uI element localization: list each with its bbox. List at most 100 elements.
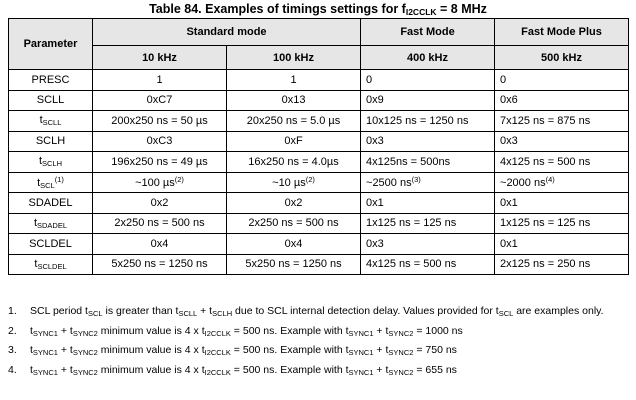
header-standard-mode: Standard mode (91, 18, 362, 46)
note-text: = 500 ns. Example with t (230, 344, 349, 356)
note-text: = 750 ns (413, 344, 457, 356)
header-row-frequencies: 10 kHz 100 kHz 400 kHz 500 kHz (9, 45, 630, 70)
title-suffix: = 8 MHz (436, 2, 487, 16)
cell-text: ~10 µs (272, 177, 306, 190)
param-main: t (37, 176, 41, 189)
note-subscript: SCLL (178, 309, 198, 318)
note-text: = 1000 ns (413, 324, 463, 337)
cell-value: 2x250 ns = 500 ns (92, 212, 227, 234)
param-tscll: tSCLL (8, 110, 93, 132)
table-title: Table 84. Examples of timings settings f… (0, 0, 636, 18)
header-fast-mode: Fast Mode (360, 18, 496, 46)
timing-table: Parameter Standard mode Fast Mode Fast M… (8, 18, 630, 275)
row-tscl: tSCL(1) ~100 µs(2) ~10 µs(2) ~2500 ns(3)… (8, 171, 630, 193)
note-text: t (30, 344, 33, 356)
note-text: SCL period t (30, 305, 88, 317)
note-subscript: I2CCLK (204, 328, 231, 338)
param-tscl: tSCL(1) (8, 171, 93, 193)
note-subscript: SYNC1 (32, 367, 58, 377)
param-main: t (34, 257, 38, 270)
note-text: + t (373, 324, 389, 337)
cell-value: 1x125 ns = 125 ns (494, 212, 630, 234)
note-subscript: SYNC1 (348, 328, 374, 338)
cell-value: 0xC3 (92, 130, 227, 152)
note-subscript: SYNC2 (388, 348, 414, 357)
param-subscript: SCLL (42, 118, 62, 128)
note-text: = 655 ns (413, 363, 457, 376)
param-presc: PRESC (8, 69, 93, 91)
cell-value: 5x250 ns = 1250 ns (92, 253, 227, 275)
footnote-ref: (1) (54, 174, 64, 184)
row-tscldel: tSCLDEL 5x250 ns = 1250 ns 5x250 ns = 12… (8, 253, 630, 275)
param-scldel: SCLDEL (8, 233, 93, 255)
cell-value: 0x9 (360, 89, 496, 111)
note-text: + t (373, 363, 389, 376)
cell-value: ~10 µs(2) (225, 171, 362, 193)
cell-value: 16x250 ns = 4.0µs (225, 151, 362, 173)
header-parameter: Parameter (8, 18, 93, 70)
cell-value: 0x1 (494, 192, 630, 214)
cell-value: 2x250 ns = 500 ns (225, 212, 362, 234)
cell-value: 0 (360, 69, 496, 91)
cell-value: ~2500 ns(3) (360, 171, 496, 193)
cell-value: 0 (494, 69, 630, 91)
cell-value: 196x250 ns = 49 µs (92, 151, 227, 173)
cell-value: 0x1 (494, 233, 630, 255)
header-fast-mode-plus: Fast Mode Plus (494, 18, 630, 46)
cell-value: 10x125 ns = 1250 ns (360, 110, 496, 132)
row-tscll: tSCLL 200x250 ns = 50 µs 20x250 ns = 5.0… (8, 110, 630, 132)
note-text: + t (57, 344, 73, 356)
param-subscript: SCL (40, 180, 55, 190)
cell-value: ~2000 ns(4) (494, 171, 630, 193)
note-subscript: SYNC2 (72, 367, 98, 377)
note-subscript: SCL (498, 309, 514, 318)
note-text: are examples only. (513, 305, 604, 317)
note-subscript: SYNC2 (388, 367, 414, 377)
note-subscript: SYNC1 (348, 348, 374, 357)
cell-value: 0x1 (360, 192, 496, 214)
cell-value: 0x4 (225, 233, 362, 255)
cell-value: 0xF (225, 130, 362, 152)
cell-value: 0xC7 (92, 89, 227, 111)
row-sclh: SCLH 0xC3 0xF 0x3 0x3 (8, 130, 630, 152)
footnote-number: 4. (8, 363, 17, 376)
footnote-2: 2. tSYNC1 + tSYNC2 minimum value is 4 x t… (8, 325, 628, 340)
footnote-number: 1. (8, 305, 17, 317)
note-subscript: I2CCLK (204, 367, 231, 377)
cell-value: 0x3 (360, 130, 496, 152)
cell-value: 0x2 (225, 192, 362, 214)
param-main: t (39, 114, 43, 127)
param-subscript: SDADEL (37, 220, 68, 230)
note-subscript: SYNC1 (32, 348, 58, 357)
note-subscript: SYNC1 (32, 328, 58, 338)
param-tsclh: tSCLH (8, 151, 93, 173)
cell-value: 1 (225, 69, 362, 91)
footnote-number: 2. (8, 324, 17, 337)
note-subscript: SYNC1 (348, 367, 374, 377)
header-freq-100khz: 100 kHz (225, 45, 362, 70)
note-text: + t (373, 344, 389, 356)
cell-text: ~2000 ns (500, 177, 546, 190)
note-text: t (30, 324, 33, 337)
note-subscript: SCL (87, 309, 103, 318)
cell-value: 4x125 ns = 500 ns (494, 151, 630, 173)
note-subscript: SYNC2 (388, 328, 414, 338)
param-sclh: SCLH (8, 130, 93, 152)
note-text: t (30, 363, 33, 376)
param-main: t (33, 216, 38, 229)
footnote-1: 1. SCL period tSCL is greater than tSCLL … (8, 305, 628, 320)
row-tsclh: tSCLH 196x250 ns = 49 µs 16x250 ns = 4.0… (8, 151, 630, 173)
row-scll: SCLL 0xC7 0x13 0x9 0x6 (8, 89, 630, 111)
cell-value: 0x2 (92, 192, 227, 214)
row-sdadel: SDADEL 0x2 0x2 0x1 0x1 (8, 192, 630, 214)
cell-value: ~100 µs(2) (92, 171, 227, 193)
note-subscript: I2CCLK (204, 348, 231, 357)
cell-value: 200x250 ns = 50 µs (92, 110, 227, 132)
param-tsdadel: tSDADEL (8, 212, 93, 234)
cell-value: 1x125 ns = 125 ns (360, 212, 496, 234)
footnotes: 1. SCL period tSCL is greater than tSCLL … (8, 305, 628, 383)
title-subscript: I2CCLK (405, 7, 437, 17)
footnote-3: 3. tSYNC1 + tSYNC2 minimum value is 4 x t… (8, 344, 628, 359)
cell-value: 0x6 (494, 89, 630, 111)
param-tscldel: tSCLDEL (8, 253, 93, 275)
